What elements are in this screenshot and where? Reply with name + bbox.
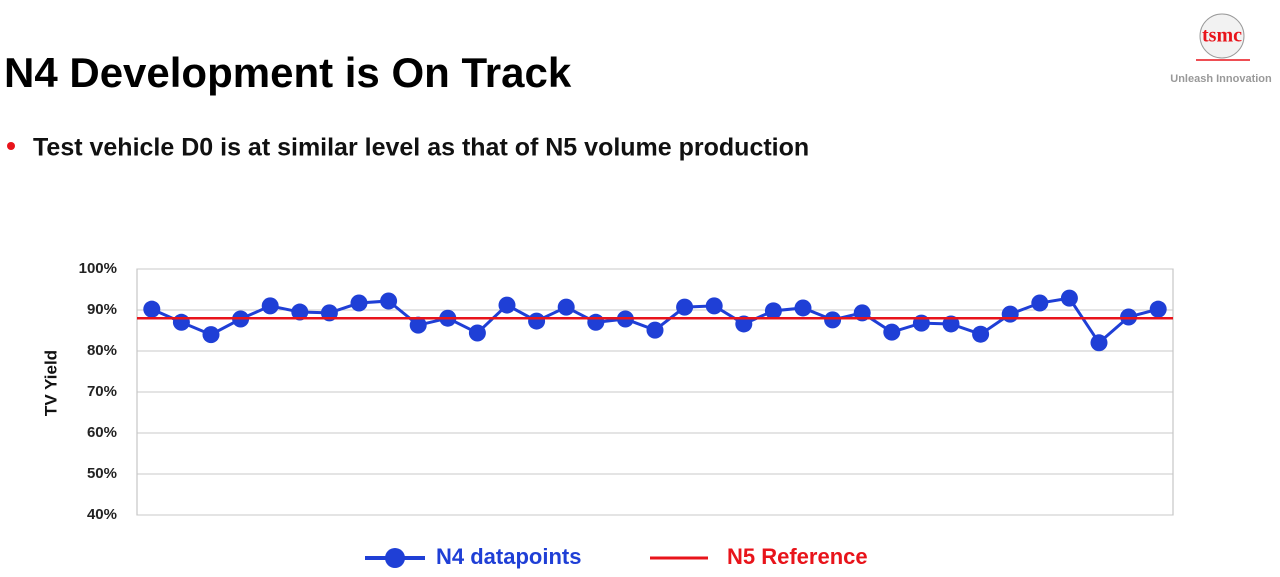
y-axis-label: TV Yield — [41, 350, 60, 416]
y-tick-label: 40% — [87, 506, 117, 523]
data-point — [468, 324, 486, 342]
tagline: Unleash Innovation — [1170, 73, 1272, 85]
slide-title: N4 Development is On Track — [4, 49, 572, 96]
data-point — [1001, 305, 1019, 323]
data-point — [291, 303, 309, 321]
data-point — [261, 297, 279, 315]
logo-globe — [1199, 13, 1245, 59]
y-tick-label: 80% — [87, 342, 117, 359]
data-point — [528, 312, 546, 330]
data-point — [380, 292, 398, 310]
data-point — [498, 296, 516, 314]
legend-label: N5 Reference — [727, 544, 868, 569]
data-point — [1031, 294, 1049, 312]
data-point — [764, 302, 782, 320]
bullet-text: Test vehicle D0 is at similar level as t… — [33, 134, 809, 162]
data-point — [587, 313, 605, 331]
y-tick-label: 50% — [87, 465, 117, 482]
data-point — [972, 325, 990, 343]
logo-text: tsmc — [1202, 25, 1242, 47]
data-point — [676, 298, 694, 316]
data-point — [1090, 334, 1108, 352]
y-tick-label: 60% — [87, 424, 117, 441]
data-point — [350, 294, 368, 312]
logo: tsmc Unleash Innovation — [1170, 13, 1272, 85]
y-tick-label: 90% — [87, 301, 117, 318]
data-point — [705, 297, 723, 315]
bullet-dot — [7, 142, 15, 150]
legend-swatch — [385, 548, 405, 568]
data-point — [942, 315, 960, 333]
data-point — [409, 316, 427, 334]
data-point — [143, 300, 161, 318]
data-point — [557, 298, 575, 316]
data-point — [824, 311, 842, 329]
y-tick-label: 100% — [79, 260, 117, 277]
data-point — [883, 323, 901, 341]
data-point — [735, 315, 753, 333]
legend-label: N4 datapoints — [436, 544, 581, 569]
data-point — [794, 299, 812, 317]
data-point — [202, 326, 220, 344]
data-point — [646, 321, 664, 339]
y-tick-label: 70% — [87, 383, 117, 400]
data-point — [172, 313, 190, 331]
data-point — [1149, 300, 1167, 318]
data-point — [1060, 289, 1078, 307]
